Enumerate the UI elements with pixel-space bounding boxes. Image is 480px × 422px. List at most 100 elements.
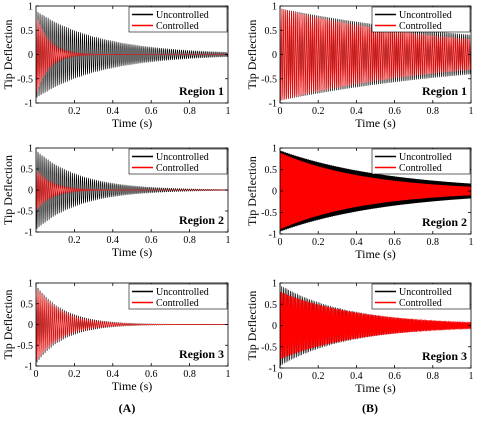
series-controlled-line [36, 13, 228, 93]
x-tick-label: 0 [278, 106, 283, 117]
region-label: Region 1 [179, 84, 224, 98]
chart-5: 0 0.2 0.4 0.6 0.8 1 -1 -0.5 0 0.5 1 Time (s) Tip Def… [1, 279, 231, 394]
y-tick-label: 1 [28, 2, 33, 13]
y-tick-label: -1 [269, 99, 277, 110]
chart-4: 0 0.2 0.4 0.6 0.8 1 -1 -0.5 0 0.5 1 Time (s) Tip Def… [245, 144, 474, 262]
legend-box [128, 148, 228, 175]
x-tick-label: 0 [34, 369, 39, 380]
y-tick-label: 1 [28, 144, 33, 155]
x-tick-label: 1 [226, 106, 231, 117]
x-tick-label: 0.8 [427, 371, 440, 382]
x-axis-label: Time (s) [355, 116, 396, 130]
region-label: Region 3 [179, 347, 224, 361]
y-tick-label: -0.5 [17, 341, 33, 352]
x-axis-label: Time (s) [355, 381, 396, 395]
region-label: Region 1 [422, 84, 467, 98]
y-tick-label: 0 [272, 187, 277, 198]
y-tick-label: 0 [28, 186, 33, 197]
x-tick-label: 0.4 [107, 369, 120, 380]
legend-label: Controlled [399, 163, 442, 174]
x-axis-label: Time (s) [112, 245, 153, 259]
legend-box [128, 283, 228, 310]
y-tick-label: -1 [25, 99, 33, 110]
x-tick-label: 0.4 [107, 106, 120, 117]
y-axis-label: Tip Deflection [245, 291, 259, 361]
x-tick-label: 0.8 [183, 235, 196, 246]
x-tick-label: 0.2 [68, 235, 81, 246]
legend-label: Uncontrolled [399, 10, 452, 21]
x-tick-label: 0.2 [312, 371, 325, 382]
y-tick-label: 1 [28, 279, 33, 290]
series-controlled-line [36, 287, 228, 361]
y-tick-label: 0 [272, 50, 277, 61]
y-tick-label: -1 [269, 230, 277, 241]
column-label-a: (A) [119, 401, 136, 415]
x-tick-label: 0.8 [427, 106, 440, 117]
y-tick-label: 0.5 [21, 26, 34, 37]
x-tick-label: 0.2 [312, 237, 325, 248]
legend-label: Uncontrolled [156, 10, 209, 21]
y-tick-label: 0.5 [21, 165, 34, 176]
series-controlled-line [280, 291, 471, 360]
legend-box [371, 6, 471, 33]
y-tick-label: -0.5 [261, 208, 277, 219]
x-tick-label: 1 [226, 235, 231, 246]
series-controlled-line [36, 168, 228, 210]
y-tick-label: -1 [25, 362, 33, 373]
region-label: Region 2 [422, 215, 467, 229]
y-tick-label: -1 [269, 364, 277, 375]
x-tick-label: 0.6 [145, 235, 158, 246]
x-tick-label: 0.4 [107, 235, 120, 246]
x-axis-label: Time (s) [112, 379, 153, 393]
x-tick-label: 0.2 [312, 106, 325, 117]
x-tick-label: 0 [278, 237, 283, 248]
chart-2: 0 0.2 0.4 0.6 0.8 1 -1 -0.5 0 0.5 1 Time (s) Tip Def… [245, 2, 474, 131]
y-tick-label: 0 [28, 50, 33, 61]
y-tick-label: -0.5 [261, 74, 277, 85]
x-tick-label: 0.2 [68, 369, 81, 380]
y-axis-label: Tip Deflection [245, 20, 259, 90]
x-tick-label: 1 [469, 106, 474, 117]
series-uncontrolled-line [36, 10, 228, 98]
x-tick-label: 0.8 [183, 369, 196, 380]
y-tick-label: 0.5 [265, 300, 278, 311]
chart-6: 0 0.2 0.4 0.6 0.8 1 -1 -0.5 0 0.5 1 Time (s) Tip Def… [245, 279, 474, 396]
legend-label: Uncontrolled [156, 152, 209, 163]
y-tick-label: 1 [272, 2, 277, 13]
y-tick-label: 0 [28, 320, 33, 331]
legend-label: Controlled [156, 21, 199, 32]
y-tick-label: 0 [272, 321, 277, 332]
series-controlled-line [280, 152, 471, 230]
y-tick-label: -0.5 [17, 207, 33, 218]
x-tick-label: 0.4 [350, 106, 363, 117]
series-uncontrolled-line [36, 150, 228, 230]
x-axis-label: Time (s) [355, 247, 396, 261]
x-tick-label: 0.6 [145, 106, 158, 117]
x-axis-label: Time (s) [112, 116, 153, 130]
x-tick-label: 0.4 [350, 237, 363, 248]
legend-label: Controlled [156, 298, 199, 309]
x-tick-label: 0.2 [68, 106, 81, 117]
legend-label: Controlled [399, 298, 442, 309]
x-tick-label: 1 [469, 237, 474, 248]
y-axis-label: Tip Deflection [1, 20, 15, 90]
legend-label: Uncontrolled [156, 287, 209, 298]
x-tick-label: 0.8 [427, 237, 440, 248]
y-axis-label: Tip Deflection [245, 156, 259, 226]
x-tick-label: 0.6 [388, 371, 401, 382]
y-tick-label: 1 [272, 144, 277, 155]
y-tick-label: 1 [272, 279, 277, 290]
y-tick-label: 0.5 [265, 165, 278, 176]
y-tick-label: 0.5 [265, 26, 278, 37]
legend-label: Controlled [156, 163, 199, 174]
y-tick-label: -0.5 [17, 74, 33, 85]
column-label-b: (B) [362, 401, 378, 415]
y-tick-label: -0.5 [261, 342, 277, 353]
chart-3: 0.2 0.4 0.6 0.8 1 -1 -0.5 0 0.5 1 Time (s) Tip Defl… [1, 144, 231, 260]
x-tick-label: 1 [226, 369, 231, 380]
x-tick-label: 0.8 [183, 106, 196, 117]
x-tick-label: 0.6 [145, 369, 158, 380]
legend-box [371, 283, 471, 310]
y-axis-label: Tip Deflection [1, 155, 15, 225]
